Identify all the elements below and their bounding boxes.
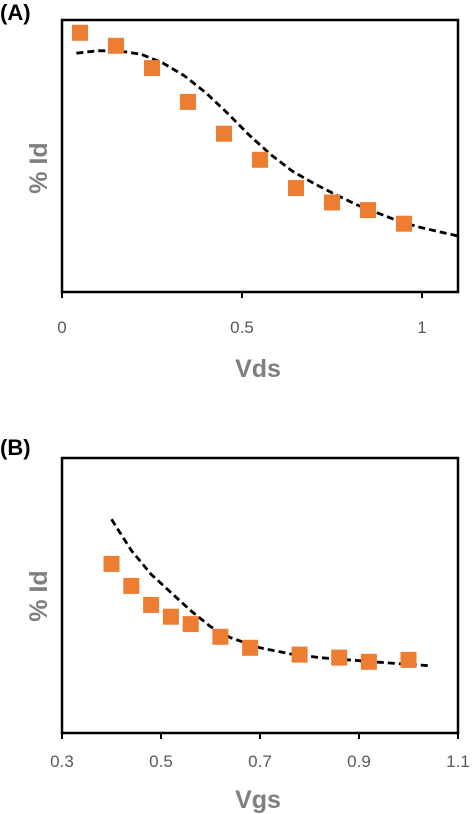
x-tick-label-b: 1.1 (446, 752, 470, 771)
y-axis-title-a: % Id (25, 142, 53, 193)
data-point-b (360, 653, 377, 670)
x-tick-label-a: 0 (57, 318, 66, 337)
plot-frame-a (60, 18, 460, 294)
data-point-a (324, 194, 340, 211)
data-point-b (103, 555, 120, 572)
data-point-a (288, 180, 304, 197)
data-point-b (212, 628, 229, 645)
x-axis-title-b: Vgs (235, 786, 281, 814)
data-point-b (123, 577, 140, 594)
data-point-a (360, 202, 376, 219)
data-point-b (242, 639, 259, 656)
data-point-b (331, 649, 348, 666)
data-point-a (108, 37, 124, 54)
data-point-a (216, 125, 232, 142)
data-point-b (143, 596, 160, 613)
data-point-b (400, 651, 417, 668)
data-point-a (396, 215, 412, 232)
panel-label-a: (A) (0, 0, 31, 25)
data-point-b (182, 616, 199, 633)
panel-b: (B) 0.3 0.5 0.7 0.9 1.1 Vgs % Id (0, 435, 470, 814)
x-tick-label-a: 0.5 (230, 318, 254, 337)
data-point-a (252, 151, 268, 168)
x-axis-title-a: Vds (235, 355, 281, 383)
x-tick-label-a: 1 (417, 318, 426, 337)
data-point-a (180, 93, 196, 110)
x-tick-label-b: 0.5 (149, 752, 173, 771)
fit-line-a (76, 49, 459, 238)
data-point-b (162, 608, 179, 625)
x-tick-label-b: 0.7 (248, 752, 272, 771)
y-axis-title-b: % Id (25, 570, 53, 621)
data-point-b (291, 646, 308, 663)
fit-line-b (110, 518, 429, 667)
panel-a: (A) 0 0.5 1 Vds % Id (0, 0, 460, 383)
data-point-a (144, 60, 160, 77)
x-tick-label-b: 0.9 (347, 752, 371, 771)
x-tick-label-b: 0.3 (50, 752, 74, 771)
plot-frame-b (60, 456, 460, 735)
data-point-a (72, 24, 88, 41)
panel-label-b: (B) (0, 435, 31, 460)
